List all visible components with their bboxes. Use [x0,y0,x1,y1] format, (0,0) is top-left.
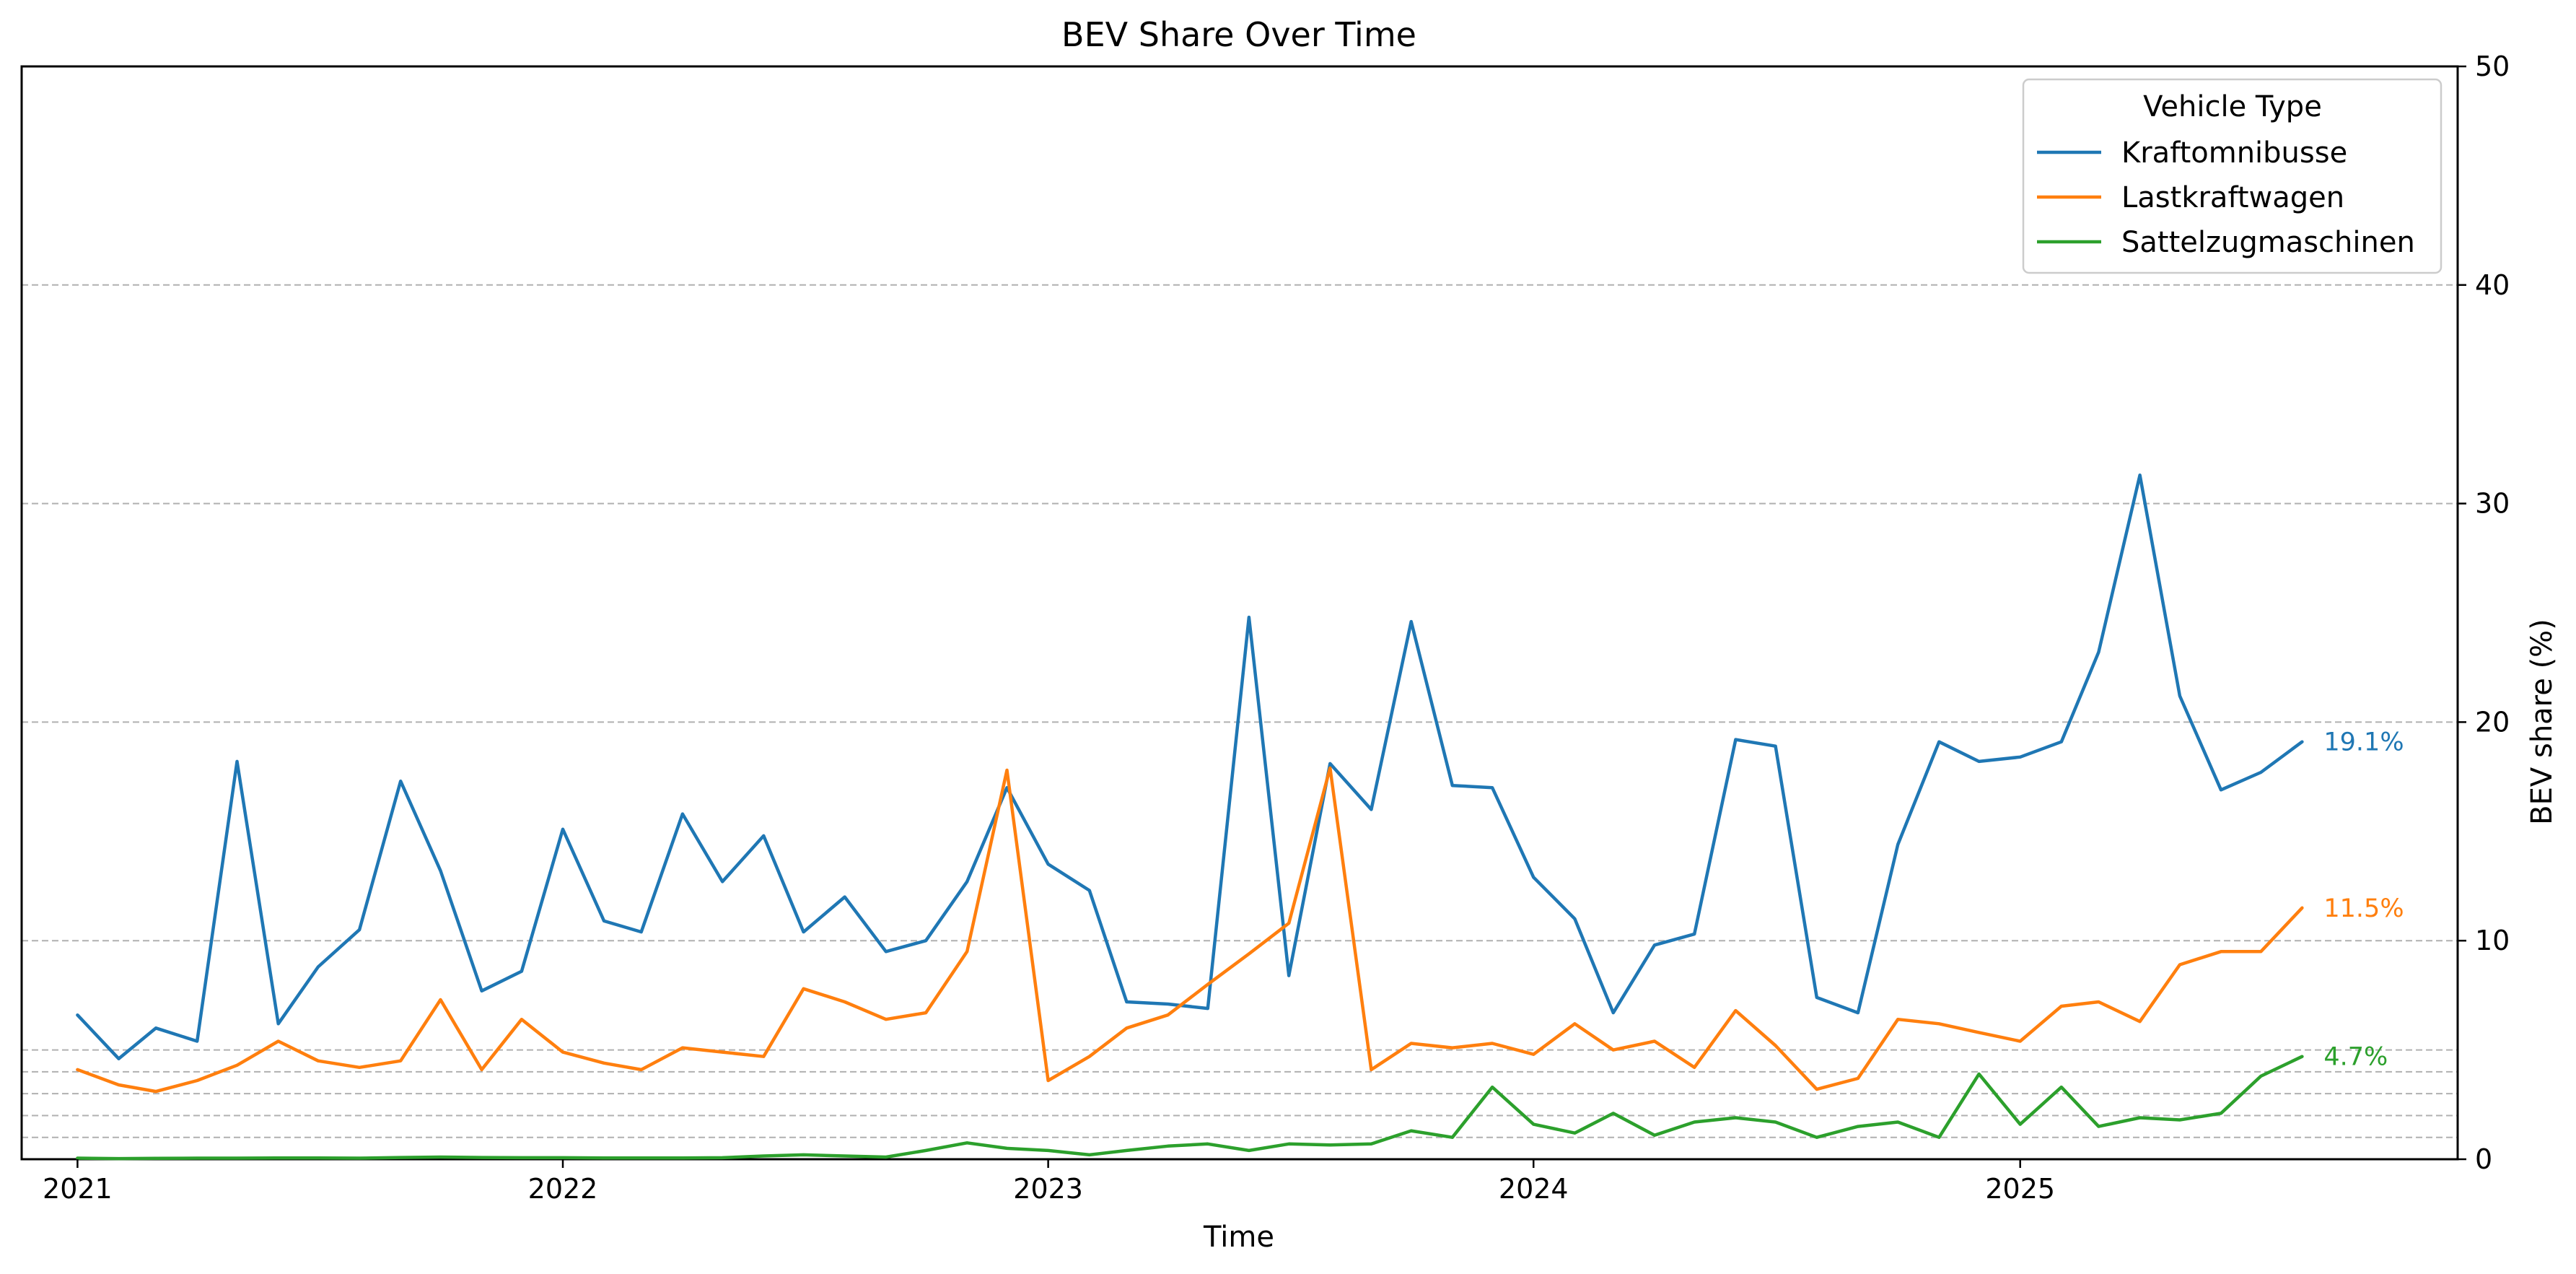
y-tick-label: 30 [2475,488,2510,520]
y-axis-label: BEV share (%) [2525,619,2559,825]
legend-box [2022,78,2443,274]
x-tick-label: 2024 [1499,1173,1569,1205]
legend-label: Lastkraftwagen [2121,181,2344,214]
low-value-grid-lines [22,1049,2458,1138]
x-axis: 2021 2022 2023 2024 2025 [43,1159,2055,1205]
legend-label: Sattelzugmaschinen [2121,226,2415,259]
y-tick-label: 40 [2475,269,2510,301]
y-tick-label: 20 [2475,706,2510,738]
series-line-lastkraftwagen [76,766,2304,1094]
end-value-labels: 19.1% 11.5% 4.7% [2323,728,2404,1072]
grid-lines [22,284,2458,942]
chart-title: BEV Share Over Time [1061,15,1416,54]
legend-label: Kraftomnibusse [2121,136,2347,170]
x-tick-label: 2021 [43,1173,113,1205]
y-tick-label: 50 [2475,51,2510,82]
series-lines [76,473,2304,1161]
series-line-kraftomnibusse [76,473,2304,1060]
legend: Vehicle Type Kraftomnibusse Lastkraftwage… [2022,78,2443,274]
series-line-sattelzugmaschinen [76,1055,2304,1161]
end-label-sattelzugmaschinen: 4.7% [2323,1043,2388,1072]
x-tick-label: 2023 [1013,1173,1083,1205]
legend-title: Vehicle Type [2143,90,2322,123]
y-tick-label: 10 [2475,925,2510,956]
end-label-lastkraftwagen: 11.5% [2323,894,2404,923]
x-tick-label: 2022 [528,1173,598,1205]
y-tick-label: 0 [2475,1143,2492,1175]
x-tick-label: 2025 [1985,1173,2055,1205]
legend-entries: Kraftomnibusse Lastkraftwagen Sattelzugmas… [2037,136,2415,259]
y-axis: 0 10 20 30 40 50 [2458,51,2510,1175]
x-axis-label: Time [1203,1221,1274,1254]
end-label-kraftomnibusse: 19.1% [2323,728,2404,757]
plot-frame [20,65,2459,1161]
